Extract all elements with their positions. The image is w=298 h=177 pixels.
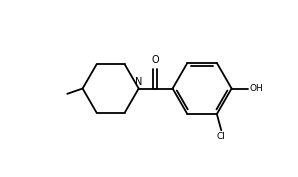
Text: Cl: Cl <box>217 132 226 141</box>
Text: N: N <box>135 77 142 87</box>
Text: O: O <box>151 56 159 65</box>
Text: OH: OH <box>249 84 263 93</box>
